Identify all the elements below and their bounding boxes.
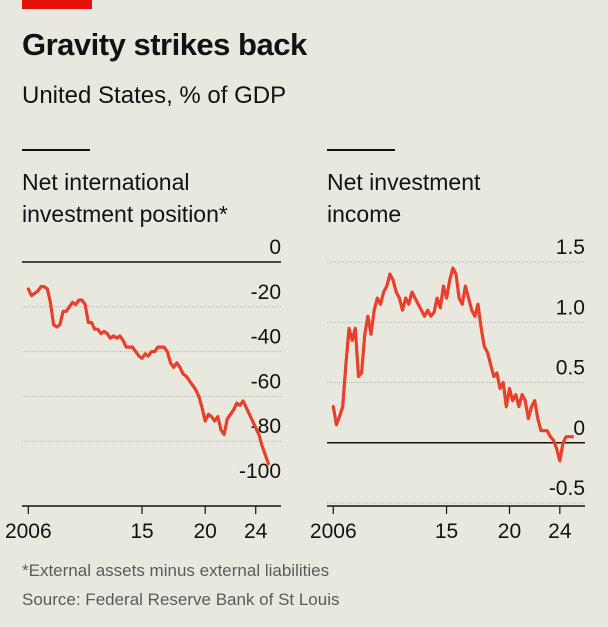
right-x-tick-label: 24 — [548, 520, 572, 543]
left-y-tick-label: -40 — [251, 326, 281, 349]
right-y-tick-label: 0 — [573, 417, 585, 440]
right-y-tick-label: 1.0 — [556, 296, 585, 319]
left-x-tick-label: 20 — [194, 520, 217, 543]
left-x-tick-label: 15 — [130, 520, 153, 543]
left-series-line — [28, 287, 268, 464]
left-y-tick-label: -20 — [251, 281, 281, 304]
left-y-tick-label: 0 — [269, 236, 281, 259]
right-x-tick-label: 20 — [498, 520, 521, 543]
left-x-tick-label: 2006 — [5, 520, 52, 543]
left-y-tick-label: -100 — [239, 460, 281, 483]
right-y-tick-label: -0.5 — [549, 477, 585, 500]
right-x-tick-label: 2006 — [310, 520, 357, 543]
footnote: *External assets minus external liabilit… — [22, 561, 329, 581]
left-y-tick-label: -60 — [251, 370, 281, 393]
charts-canvas: 0-20-40-60-80-1002006 15 20 241.51.00.50-0.… — [0, 0, 608, 627]
right-y-tick-label: 1.5 — [556, 236, 585, 259]
left-x-tick-label: 24 — [244, 520, 268, 543]
right-x-tick-label: 15 — [435, 520, 458, 543]
source-note: Source: Federal Reserve Bank of St Louis — [22, 590, 340, 610]
right-series-line — [333, 268, 572, 461]
right-y-tick-label: 0.5 — [556, 357, 585, 380]
